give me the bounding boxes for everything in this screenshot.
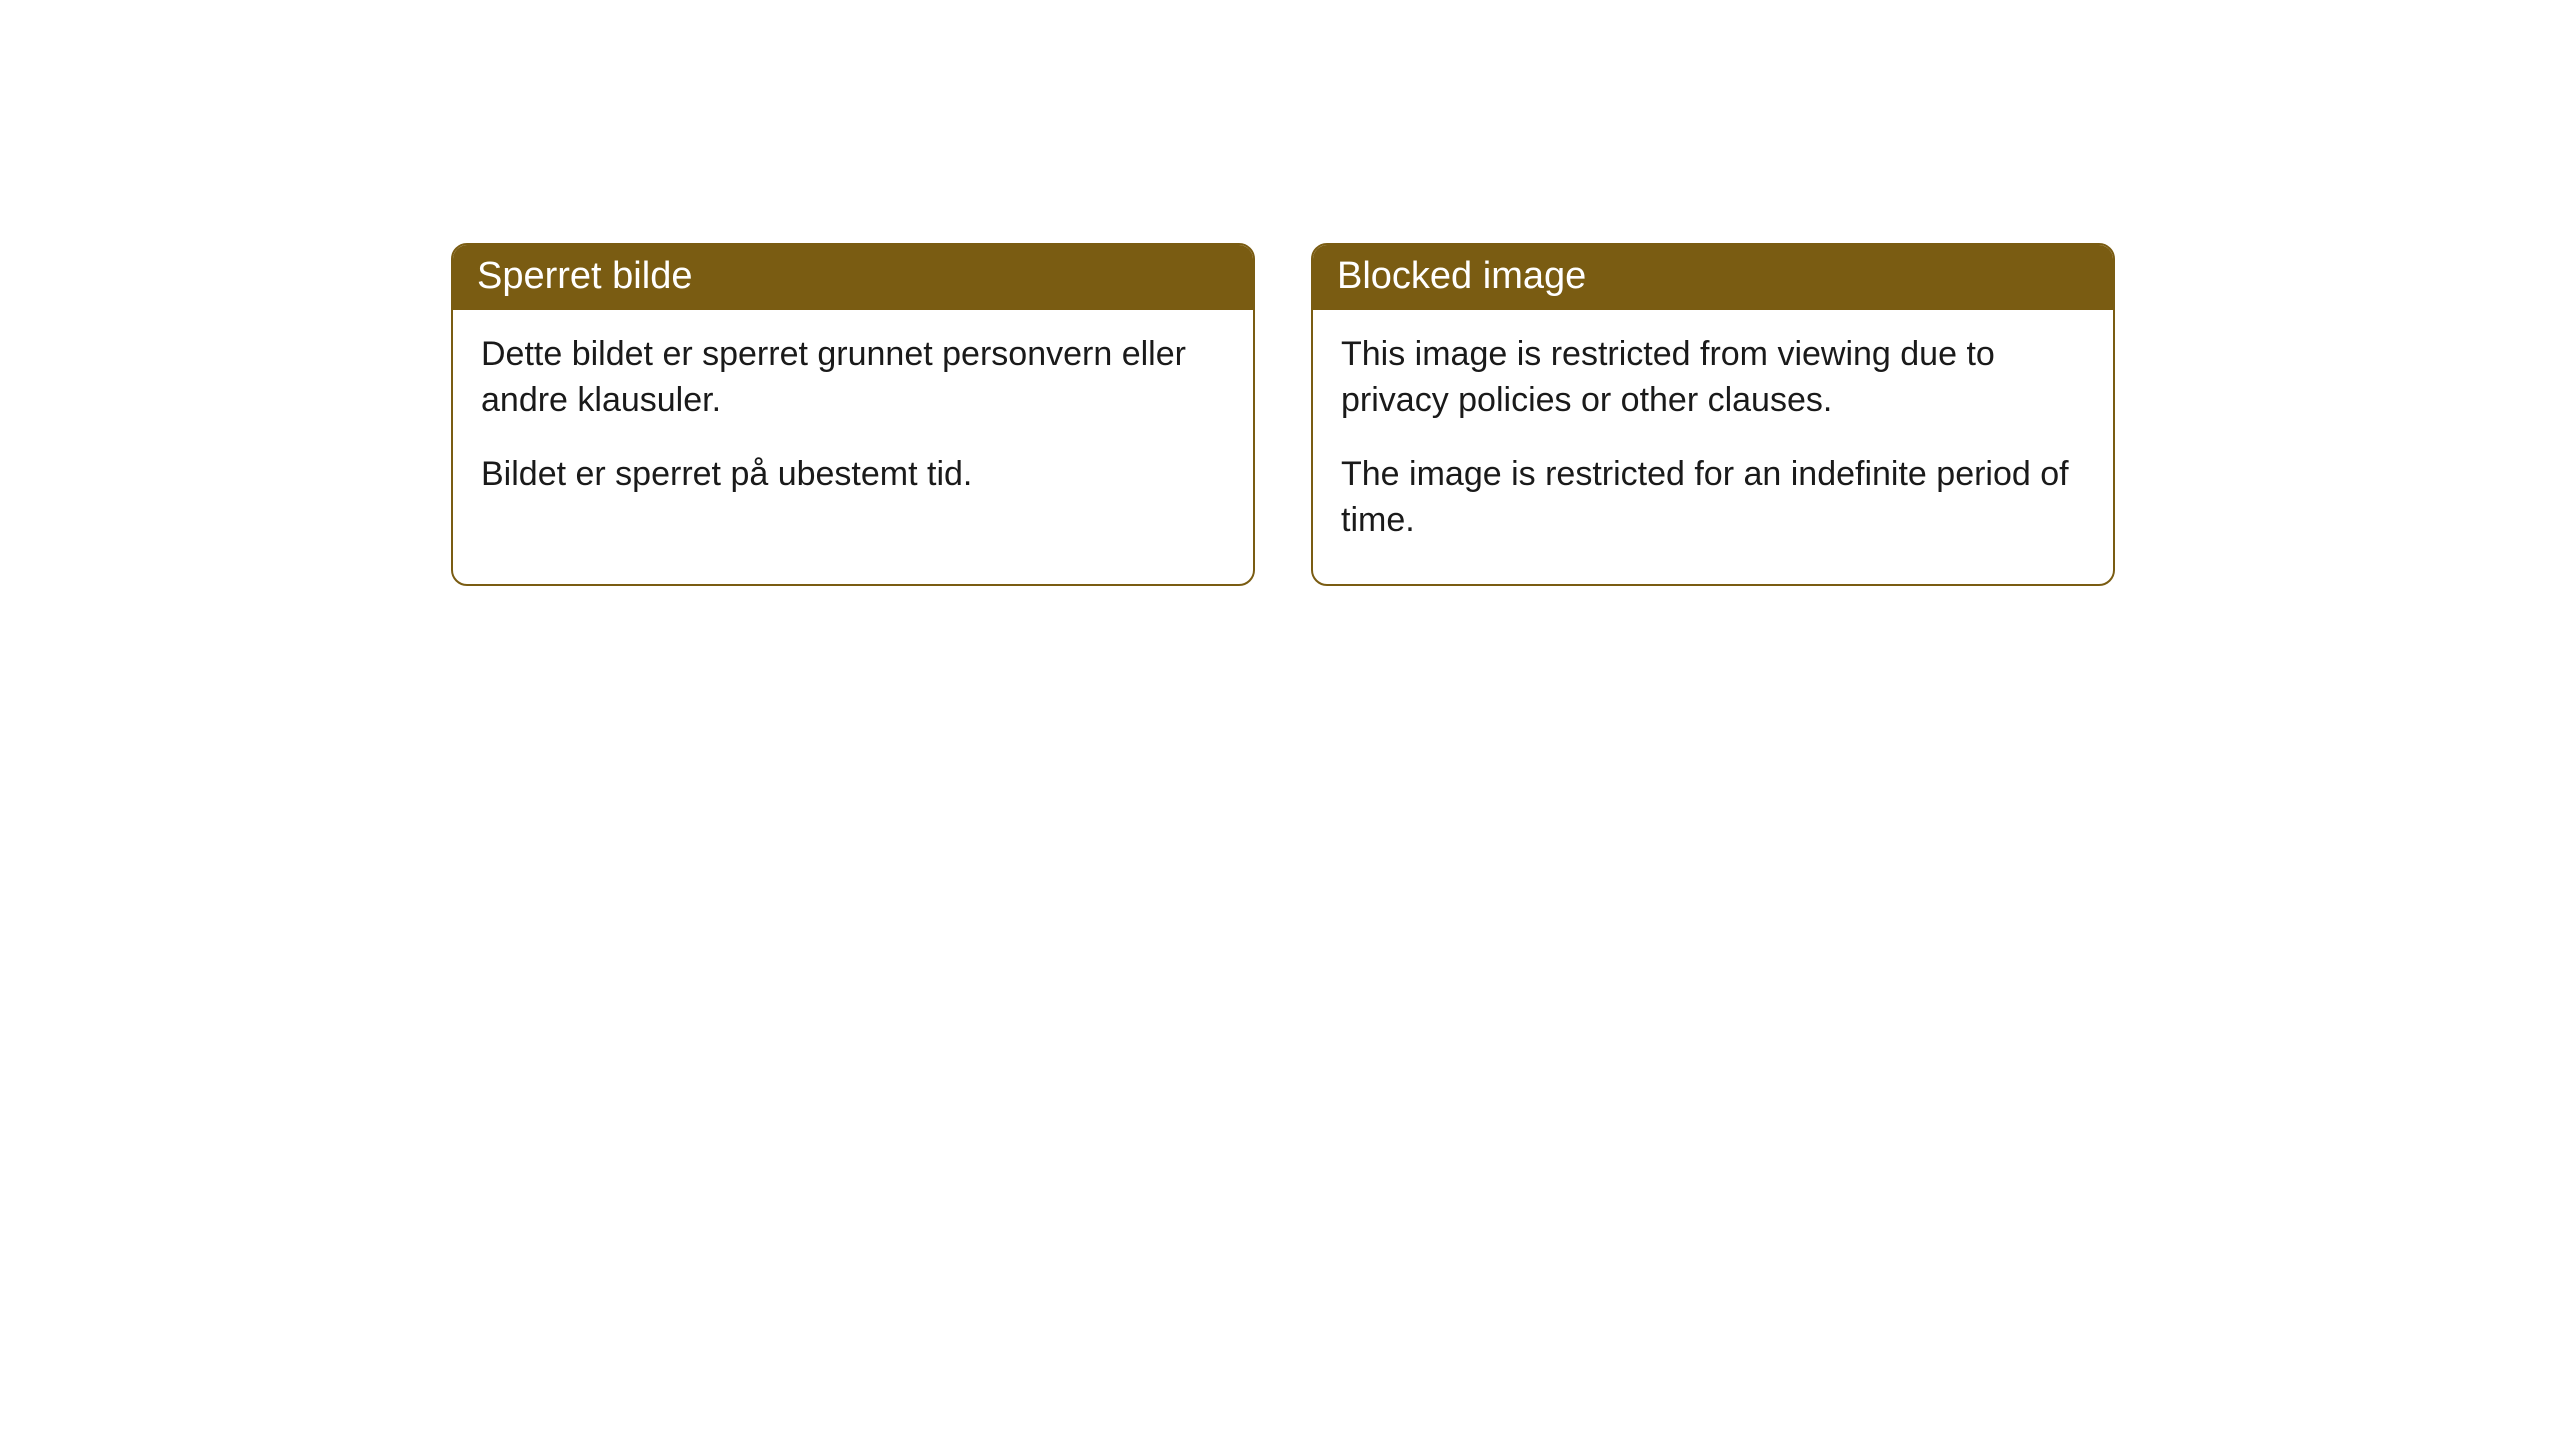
cards-container: Sperret bilde Dette bildet er sperret gr…: [451, 243, 2115, 586]
card-title: Sperret bilde: [477, 255, 692, 297]
card-header-english: Blocked image: [1313, 245, 2113, 310]
card-body-english: This image is restricted from viewing du…: [1313, 310, 2113, 584]
card-paragraph: Dette bildet er sperret grunnet personve…: [481, 332, 1225, 424]
card-norwegian: Sperret bilde Dette bildet er sperret gr…: [451, 243, 1255, 586]
card-paragraph: This image is restricted from viewing du…: [1341, 332, 2085, 424]
card-paragraph: Bildet er sperret på ubestemt tid.: [481, 452, 1225, 498]
card-english: Blocked image This image is restricted f…: [1311, 243, 2115, 586]
card-title: Blocked image: [1337, 255, 1586, 297]
card-paragraph: The image is restricted for an indefinit…: [1341, 452, 2085, 544]
card-body-norwegian: Dette bildet er sperret grunnet personve…: [453, 310, 1253, 538]
card-header-norwegian: Sperret bilde: [453, 245, 1253, 310]
